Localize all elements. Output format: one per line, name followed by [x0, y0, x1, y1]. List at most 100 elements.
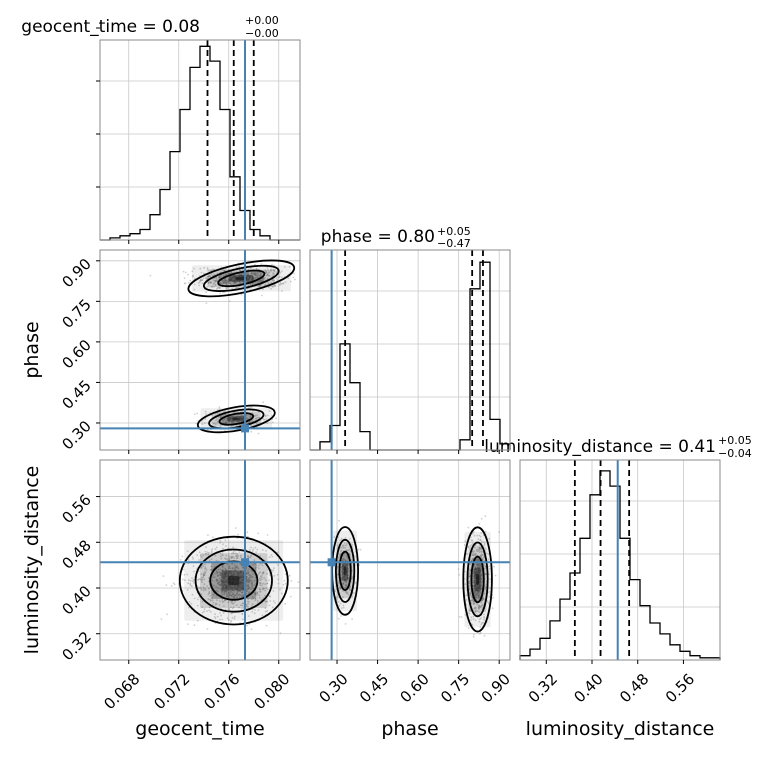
scatter-point: [464, 583, 467, 585]
scatter-point: [268, 410, 271, 413]
scatter-point: [250, 576, 253, 579]
scatter-point: [193, 578, 195, 581]
scatter-point: [259, 284, 261, 287]
scatter-point: [201, 279, 204, 281]
scatter-point: [210, 551, 213, 554]
scatter-point: [483, 593, 486, 595]
scatter-point: [491, 607, 494, 610]
scatter-point: [237, 533, 240, 536]
scatter-point: [207, 593, 210, 596]
scatter-point: [480, 583, 483, 585]
scatter-point: [184, 271, 187, 274]
tick-label-y-luminosity_distance-1: 0.40: [58, 582, 94, 618]
scatter-point: [228, 555, 231, 558]
tick-label-x-phase-1: 0.45: [356, 670, 392, 706]
panel-frame-22: [519, 459, 721, 661]
tick-label-y-phase-1: 0.45: [58, 377, 94, 413]
scatter-point: [482, 597, 485, 600]
scatter-point: [266, 534, 269, 536]
tick-label-y-phase-4: 0.90: [58, 255, 94, 291]
scatter-point: [196, 412, 199, 415]
scatter-point: [252, 573, 255, 575]
scatter-point: [258, 279, 261, 282]
scatter-point: [240, 273, 243, 275]
scatter-point: [489, 567, 491, 570]
scatter-point: [340, 546, 343, 549]
contour-1: [466, 541, 489, 618]
scatter-point: [473, 594, 476, 596]
scatter-point: [341, 562, 344, 565]
scatter-point: [480, 517, 483, 520]
scatter-point: [200, 573, 203, 576]
scatter-point: [346, 564, 349, 567]
contour-2: [470, 555, 485, 604]
scatter-point: [233, 591, 236, 593]
scatter-point: [477, 577, 479, 580]
scatter-point: [477, 607, 480, 610]
scatter-point: [224, 608, 227, 611]
scatter-point: [219, 287, 221, 290]
scatter-point: [220, 580, 222, 583]
scatter-point: [230, 272, 233, 274]
scatter-point: [221, 590, 224, 593]
scatter-point: [475, 576, 478, 579]
scatter-point: [475, 550, 478, 552]
scatter-point: [345, 570, 348, 573]
scatter-point: [230, 421, 233, 424]
scatter-point: [239, 575, 242, 578]
scatter-point: [475, 607, 477, 610]
scatter-point: [240, 570, 242, 573]
scatter-point: [279, 588, 281, 591]
scatter-point: [282, 282, 284, 285]
scatter-point: [231, 593, 234, 596]
scatter-point: [231, 563, 234, 565]
panel-frame-11: [309, 249, 511, 451]
scatter-point: [341, 559, 344, 562]
scatter-point: [216, 590, 219, 593]
scatter-point: [280, 282, 283, 285]
scatter-point: [250, 574, 252, 577]
scatter-point: [231, 419, 234, 422]
scatter-point: [198, 596, 201, 598]
scatter-point: [472, 571, 475, 574]
scatter-point: [486, 552, 488, 555]
scatter-point: [473, 585, 476, 588]
scatter-point: [225, 287, 228, 290]
scatter-point: [208, 577, 210, 580]
scatter-point: [183, 282, 186, 285]
scatter-point: [466, 552, 468, 555]
scatter-point: [473, 576, 476, 579]
scatter-point: [214, 280, 217, 283]
scatter-point: [280, 270, 283, 273]
scatter-point: [277, 551, 279, 554]
scatter-point: [225, 587, 227, 589]
scatter-point: [478, 569, 481, 572]
scatter-point: [203, 574, 206, 577]
scatter-point: [241, 419, 244, 422]
scatter-point: [254, 272, 257, 275]
scatter-point: [222, 281, 225, 284]
scatter-point: [241, 591, 243, 594]
scatter-point: [205, 302, 208, 305]
scatter-point: [190, 602, 193, 605]
scatter-point: [340, 607, 343, 609]
scatter-point: [212, 283, 215, 285]
scatter-point: [481, 603, 484, 606]
scatter-point: [474, 574, 476, 577]
scatter-point: [339, 586, 341, 589]
scatter-point: [259, 591, 262, 593]
scatter-point: [477, 566, 480, 569]
scatter-point: [200, 593, 203, 596]
scatter-point: [478, 578, 481, 581]
scatter-point: [183, 573, 186, 576]
scatter-point: [195, 422, 198, 425]
scatter-point: [267, 277, 269, 280]
scatter-point: [231, 277, 233, 280]
scatter-point: [479, 577, 482, 580]
scatter-point: [262, 572, 265, 575]
scatter-point: [478, 577, 481, 580]
scatter-point: [225, 595, 228, 597]
scatter-point: [344, 568, 346, 571]
scatter-point: [235, 417, 238, 420]
scatter-point: [231, 417, 234, 419]
